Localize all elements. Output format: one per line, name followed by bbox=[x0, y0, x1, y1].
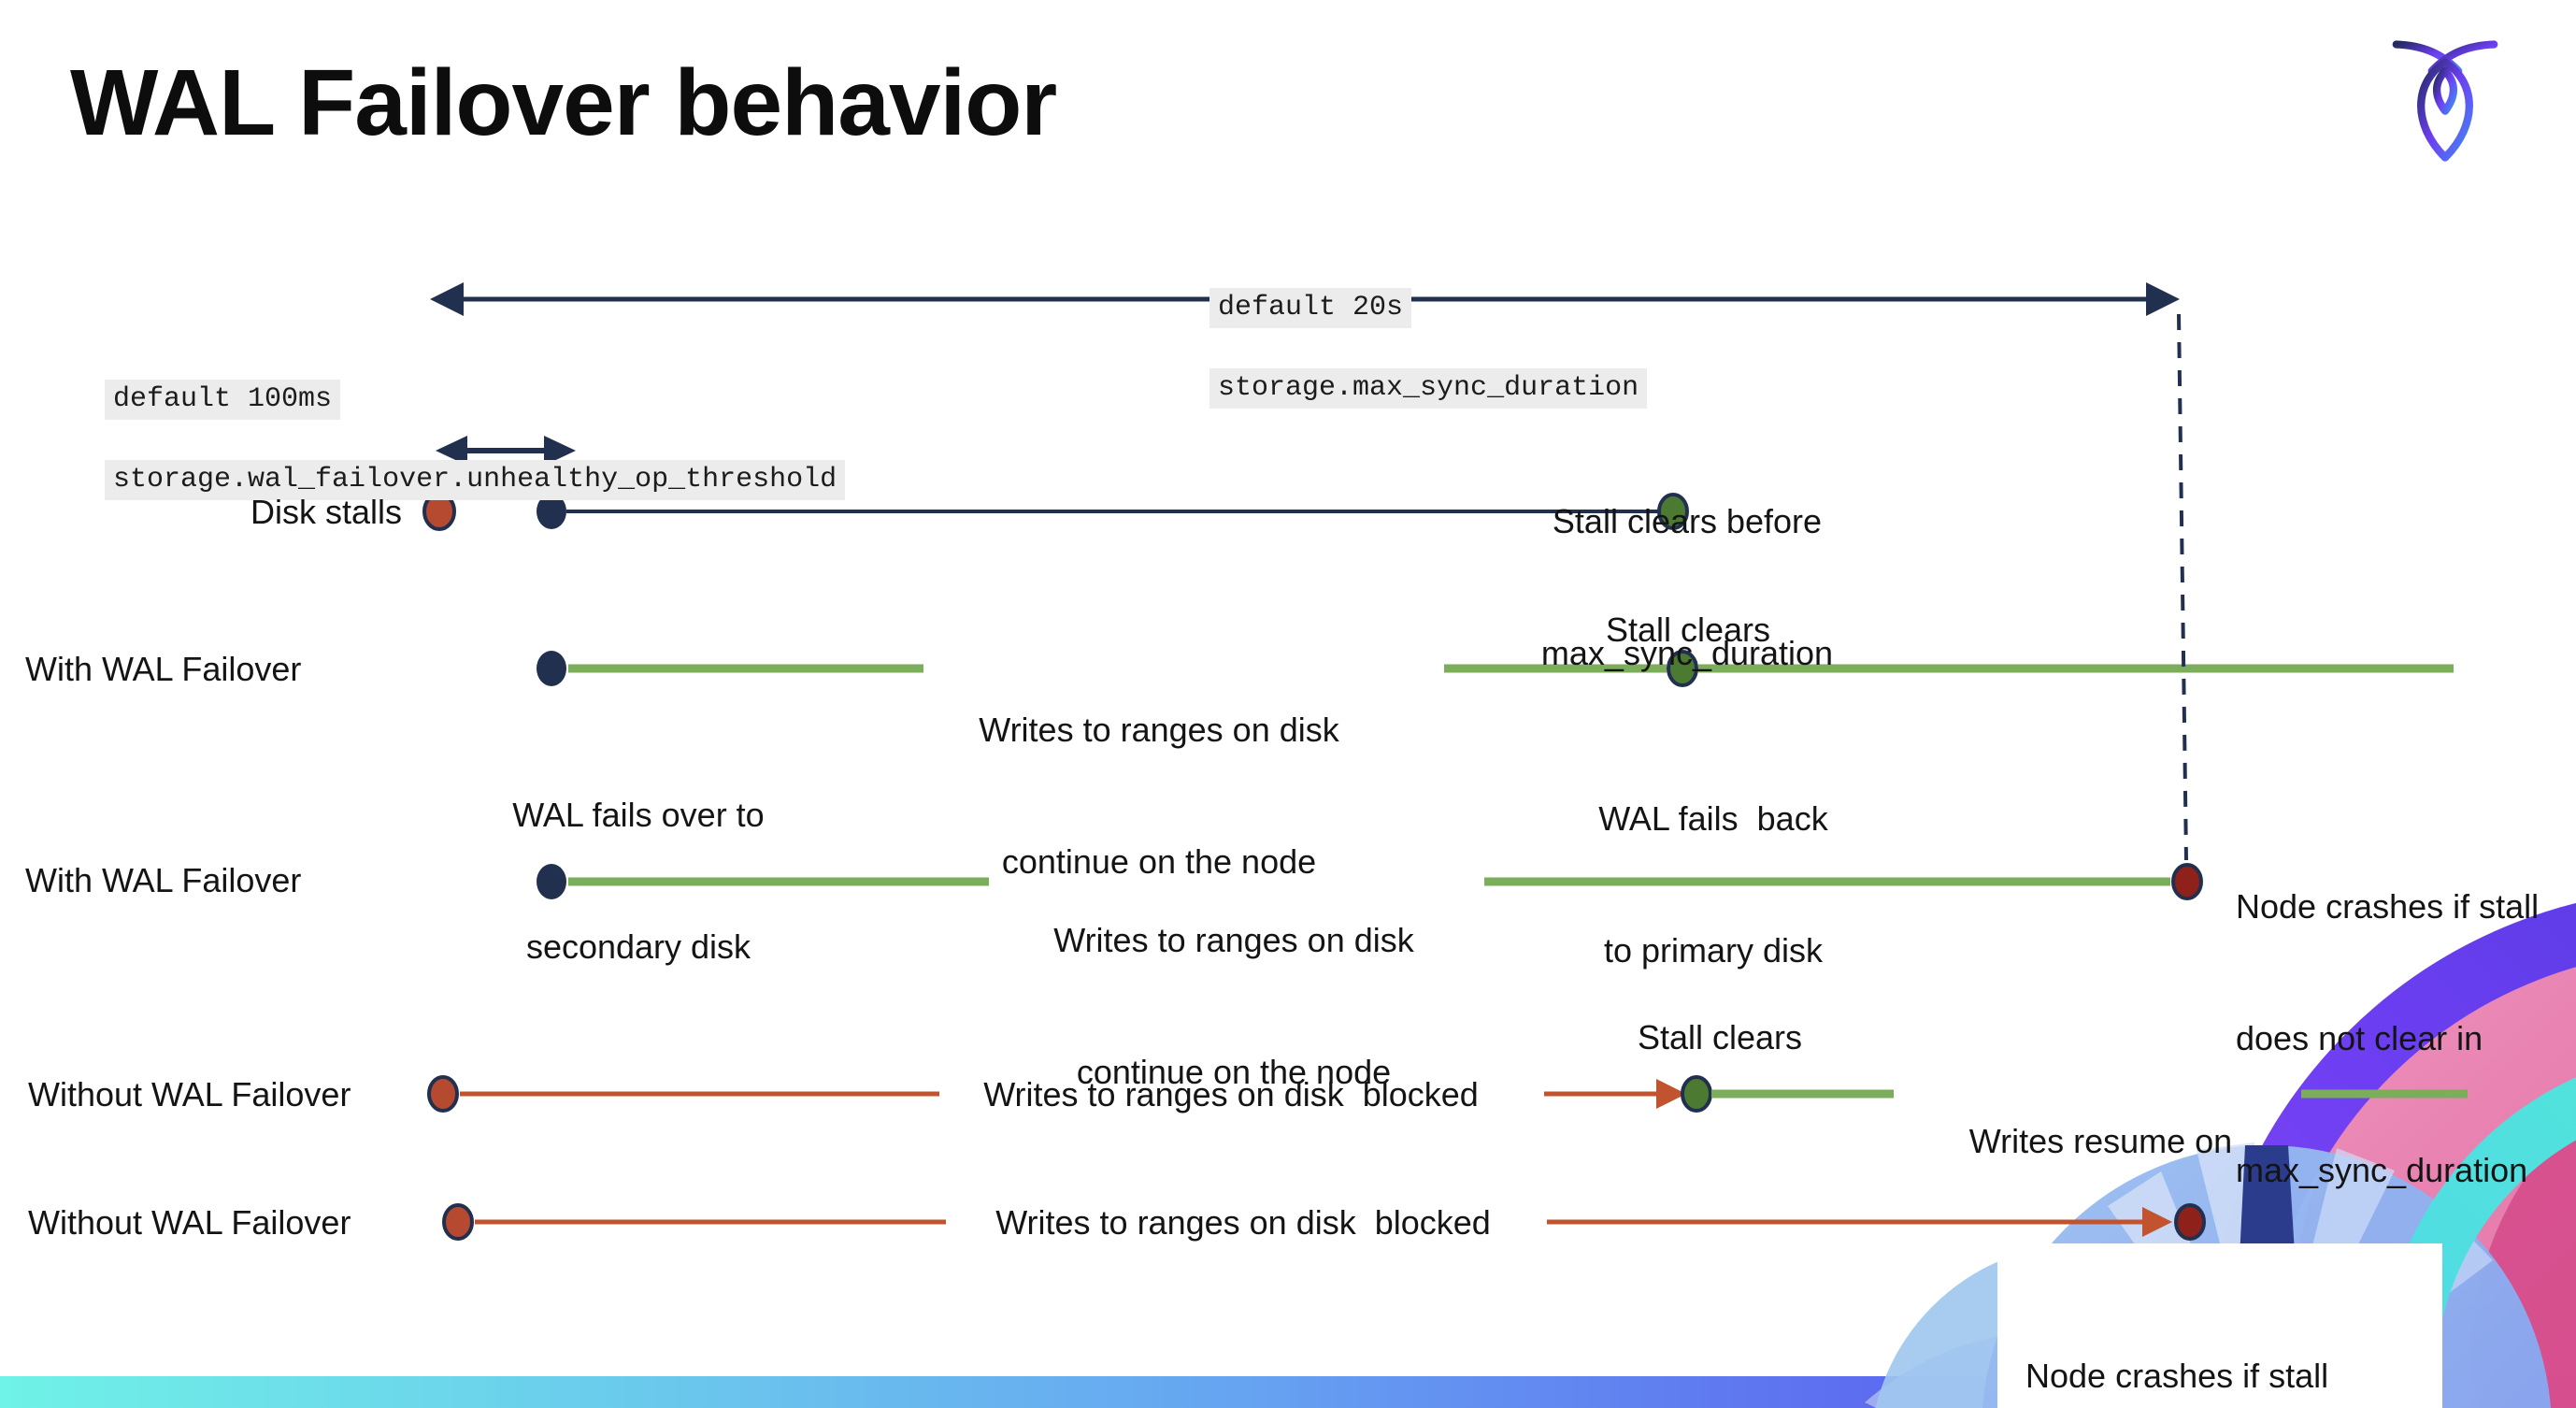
failover-dot bbox=[537, 651, 566, 686]
setting-name: storage.wal_failover.unhealthy_op_thresh… bbox=[105, 460, 846, 500]
setting-default-value: default 20s bbox=[1209, 288, 1412, 328]
annotation-stall-clears-2: Stall clears bbox=[1637, 1018, 1803, 1056]
row-with-wal-failover-2 bbox=[537, 863, 2203, 900]
threshold-dot bbox=[537, 494, 566, 529]
unhealthy-op-threshold-setting-label: default 100ms storage.wal_failover.unhea… bbox=[37, 342, 846, 540]
node-crash-callout-box: Node crashes if stall does not clear in … bbox=[1997, 1243, 2442, 1408]
stall-start-dot bbox=[427, 1075, 459, 1113]
annotation-writes-blocked-2: Writes to ranges on disk blocked bbox=[995, 1203, 1491, 1242]
node-crash-dot bbox=[2171, 863, 2203, 900]
row-without-wal-failover-2 bbox=[442, 1203, 2206, 1241]
annotation-stall-clears-before: Stall clears before max_sync_duration bbox=[1540, 502, 1834, 672]
annotation-wal-fails-over: WAL fails over to secondary disk bbox=[512, 796, 765, 966]
stall-clears-dot bbox=[1667, 650, 1698, 687]
max-sync-duration-setting-label: default 20s storage.max_sync_duration bbox=[1142, 251, 1648, 449]
setting-name: storage.max_sync_duration bbox=[1209, 368, 1648, 409]
row-label-without-wal-failover-1: Without WAL Failover bbox=[28, 1075, 351, 1113]
annotation-stall-clears-1: Stall clears bbox=[1605, 611, 1771, 649]
cockroachdb-logo-icon bbox=[2392, 40, 2498, 162]
stall-start-dot bbox=[442, 1203, 474, 1241]
arrowhead-right-icon bbox=[2146, 282, 2180, 316]
unhealthy-op-threshold-arrow bbox=[436, 436, 576, 466]
row-without-wal-failover-1 bbox=[427, 1075, 2468, 1113]
row-label-without-wal-failover-2: Without WAL Failover bbox=[28, 1203, 351, 1242]
arrowhead-right-icon bbox=[544, 436, 576, 466]
arrowhead-right-icon bbox=[2142, 1207, 2172, 1237]
node-crash-dot bbox=[2174, 1203, 2206, 1241]
row-label-disk-stalls: Disk stalls bbox=[250, 493, 402, 531]
stall-clears-dot bbox=[1681, 1075, 1712, 1113]
setting-default-value: default 100ms bbox=[105, 380, 341, 420]
page-title: WAL Failover behavior bbox=[70, 50, 1057, 155]
row-with-wal-failover-1 bbox=[537, 650, 2454, 687]
failover-dot bbox=[537, 864, 566, 899]
row-label-with-wal-failover-1: With WAL Failover bbox=[25, 650, 302, 688]
row-disk-stalls bbox=[422, 492, 1689, 531]
arrowhead-right-icon bbox=[1656, 1079, 1686, 1109]
annotation-writes-continue-2: Writes to ranges on disk continue on the… bbox=[1053, 921, 1414, 1091]
max-sync-deadline-dashed-line bbox=[2177, 313, 2188, 861]
arrowhead-left-icon bbox=[436, 436, 467, 466]
annotation-writes-continue-1: Writes to ranges on disk continue on the… bbox=[979, 711, 1339, 881]
row-label-with-wal-failover-2: With WAL Failover bbox=[25, 861, 302, 899]
annotation-node-crash-2: Node crashes if stall does not clear in … bbox=[2025, 1357, 2329, 1395]
annotation-wal-fails-back: WAL fails back to primary disk bbox=[1598, 799, 1828, 970]
stall-clears-dot bbox=[1657, 493, 1689, 530]
annotation-node-crash-1: Node crashes if stall does not clear in … bbox=[2236, 887, 2540, 1189]
annotation-writes-blocked-1: Writes to ranges on disk blocked bbox=[983, 1075, 1479, 1113]
arrowhead-left-icon bbox=[430, 282, 464, 316]
